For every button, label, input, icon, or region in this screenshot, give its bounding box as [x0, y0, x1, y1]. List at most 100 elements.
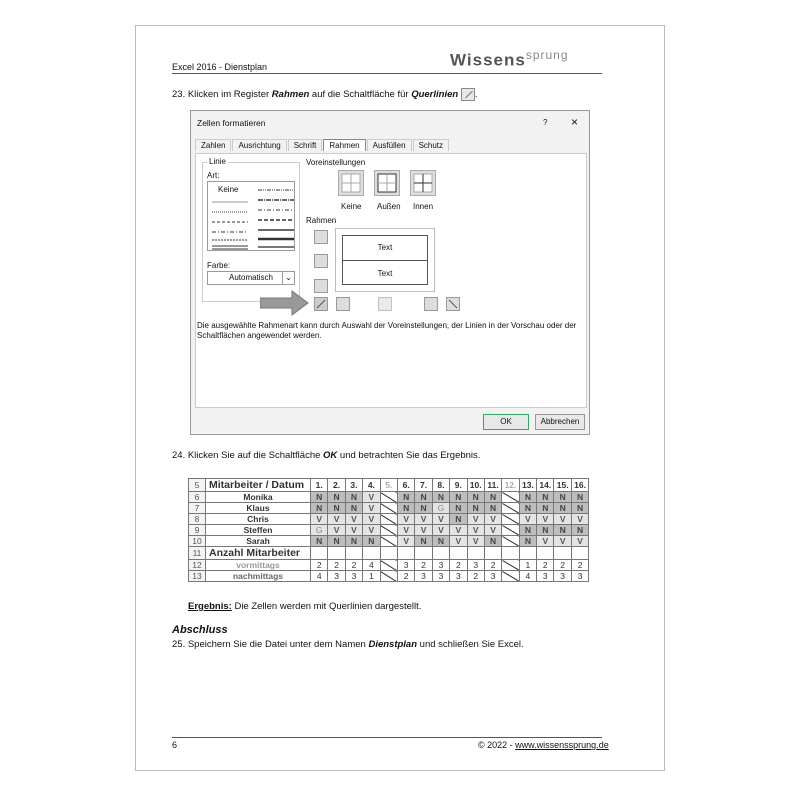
table-row: 10 Sarah N N N N V N N V V N N V V V: [188, 535, 590, 547]
table-cell: V: [344, 513, 364, 525]
table-cell: N: [570, 524, 590, 536]
table-cell: N: [449, 502, 468, 514]
table-cell: N: [309, 502, 329, 514]
table-cell: 2: [344, 559, 364, 571]
diagonal-down-button[interactable]: [446, 297, 460, 311]
empty-cell: [466, 546, 485, 560]
preset-1-button[interactable]: [374, 170, 400, 196]
table-cell: 2: [309, 559, 329, 571]
table-cell: V: [431, 513, 451, 525]
table-cell: 1: [518, 559, 538, 571]
table-cell: N: [536, 491, 555, 503]
table-cell: 3: [431, 559, 451, 571]
table-row: 13 nachmittags 4 3 3 1 2 3 3 3 2 3 4 3 3 3: [188, 570, 590, 582]
table-cell: N: [396, 491, 416, 503]
help-button[interactable]: ?: [543, 118, 548, 127]
empty-cell: [327, 546, 346, 560]
tab-ausrichtung[interactable]: Ausrichtung: [232, 139, 287, 151]
tab-rahmen[interactable]: Rahmen: [323, 139, 366, 151]
row-number: 10: [188, 535, 206, 547]
day-header: 8.: [431, 478, 451, 492]
preset-2-button[interactable]: [410, 170, 436, 196]
day-header: 7.: [414, 478, 433, 492]
table-cell: V: [536, 513, 555, 525]
table-cell: V: [483, 524, 503, 536]
row-name: Chris: [205, 513, 311, 525]
border-bottom-button[interactable]: [314, 279, 328, 293]
table-cell: N: [553, 502, 572, 514]
cancel-button[interactable]: Abbrechen: [535, 414, 585, 430]
table-cell: 3: [344, 570, 364, 582]
table-cell: V: [518, 513, 538, 525]
preset-label: Außen: [377, 202, 401, 211]
diagonal-up-button[interactable]: [314, 297, 328, 311]
table-cell: N: [536, 524, 555, 536]
row-number: 12: [188, 559, 206, 571]
table-cell: N: [518, 502, 538, 514]
header-title: Excel 2016 - Dienstplan: [172, 62, 268, 72]
chevron-down-icon: ⌄: [282, 272, 294, 284]
table-cell: N: [414, 502, 433, 514]
rahmen-panel: Linie Art: Keine Farbe: Automatisch ⌄ Vor…: [195, 153, 587, 408]
border-preview[interactable]: Text Text: [335, 228, 435, 292]
tab-zahlen[interactable]: Zahlen: [195, 139, 232, 151]
table-cell: V: [327, 513, 346, 525]
line-style-list[interactable]: Keine: [207, 181, 295, 251]
step-23: 23. Klicken im Register Rahmen auf die S…: [172, 88, 478, 101]
page-frame: [135, 25, 665, 771]
table-cell: N: [414, 491, 433, 503]
table-cell: N: [344, 491, 364, 503]
table-row: 6 Monika N N N V N N N N N N N N N N: [188, 491, 590, 503]
abschluss-heading: Abschluss: [172, 624, 228, 636]
table-cell: V: [536, 535, 555, 547]
tab-ausfüllen[interactable]: Ausfüllen: [366, 139, 412, 151]
table-cell: N: [309, 535, 329, 547]
border-top-button[interactable]: [314, 230, 328, 244]
table-row: 11 Anzahl Mitarbeiter: [188, 546, 590, 560]
table-cell: N: [553, 491, 572, 503]
table-cell: N: [396, 502, 416, 514]
table-cell: 3: [431, 570, 451, 582]
table-cell: V: [396, 513, 416, 525]
linie-group: Linie Art: Keine Farbe: Automatisch ⌄: [202, 157, 300, 302]
border-center-button[interactable]: [378, 297, 392, 311]
close-button[interactable]: ×: [571, 115, 579, 129]
row-name: Monika: [205, 491, 311, 503]
row-number: 8: [188, 513, 206, 525]
day-header: 1.: [309, 478, 329, 492]
table-cell: N: [466, 502, 485, 514]
footer-copyright: © 2022 - www.wissenssprung.de: [478, 740, 609, 750]
tab-schutz[interactable]: Schutz: [412, 139, 450, 151]
table-cell: N: [536, 502, 555, 514]
table-cell: V: [553, 535, 572, 547]
table-cell: 4: [309, 570, 329, 582]
row-name: Steffen: [205, 524, 311, 536]
border-middle-button[interactable]: [314, 254, 328, 268]
line-style-none[interactable]: Keine: [218, 185, 239, 194]
table-cell: 4: [518, 570, 538, 582]
table-cell: G: [309, 524, 329, 536]
row-number: 6: [188, 491, 206, 503]
border-right-button[interactable]: [424, 297, 438, 311]
tab-schrift[interactable]: Schrift: [287, 139, 323, 151]
table-cell: V: [396, 535, 416, 547]
dialog-title: Zellen formatieren: [197, 118, 266, 128]
table-cell: 3: [449, 570, 468, 582]
table-cell: 2: [327, 559, 346, 571]
border-left-button[interactable]: [336, 297, 350, 311]
diagonal-cell: [501, 570, 520, 582]
table-cell: N: [327, 535, 346, 547]
table-cell: 3: [570, 570, 590, 582]
table-cell: N: [570, 491, 590, 503]
diagonal-cell: [379, 559, 398, 571]
wissenssprung-logo: Wissenssprung: [450, 48, 569, 70]
table-cell: 2: [570, 559, 590, 571]
website-link[interactable]: www.wissenssprung.de: [515, 740, 609, 750]
day-header: 14.: [536, 478, 555, 492]
tab-bar: Zahlen Ausrichtung Schrift Rahmen Ausfüllen S…: [195, 139, 450, 151]
ok-button[interactable]: OK: [483, 414, 529, 430]
farbe-select[interactable]: Automatisch ⌄: [207, 271, 295, 285]
table-cell: N: [466, 491, 485, 503]
table-cell: 3: [466, 559, 485, 571]
preset-0-button[interactable]: [338, 170, 364, 196]
